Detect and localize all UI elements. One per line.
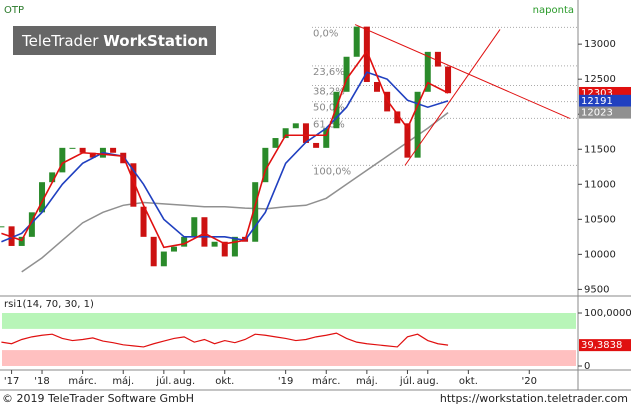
candle: [353, 26, 360, 57]
x-tick-label: okt.: [215, 376, 234, 387]
url: https://workstation.teletrader.com: [440, 392, 628, 405]
candle: [110, 147, 117, 153]
candle: [374, 81, 381, 92]
x-tick-label: júl.: [399, 375, 415, 387]
logo-box: [13, 26, 216, 55]
candle: [414, 91, 421, 158]
x-tick-label: júl.: [155, 375, 171, 387]
candle: [181, 236, 188, 247]
last-value-tag: [579, 94, 631, 107]
candle: [211, 241, 218, 247]
trend-line: [354, 24, 571, 119]
candle: [130, 163, 137, 207]
candle: [434, 51, 441, 67]
candle: [282, 128, 289, 139]
rsi-title: rsi1(14, 70, 30, 1): [4, 299, 94, 310]
candle: [363, 26, 370, 82]
moving-average: [1, 71, 449, 243]
candle: [39, 182, 46, 213]
candle: [323, 128, 330, 148]
candle: [333, 91, 340, 129]
rsi-band: [2, 350, 576, 366]
y-tick-label: 100,0000: [584, 308, 631, 319]
candle: [160, 251, 167, 267]
copyright: © 2019 TeleTrader Software GmbH: [2, 392, 194, 405]
last-value-label: 12191: [581, 96, 613, 107]
fib-label: 23,6%: [313, 67, 345, 78]
y-tick-label: 11000: [584, 179, 616, 190]
last-value-label: 12303: [581, 88, 613, 99]
candle: [170, 246, 177, 252]
y-tick-label: 0: [584, 361, 590, 372]
moving-average: [21, 112, 449, 273]
candle: [292, 123, 299, 129]
candle: [191, 217, 198, 237]
y-tick-label: 12500: [584, 74, 616, 85]
candle: [150, 236, 157, 267]
last-value-tag: [579, 106, 631, 119]
candle: [79, 147, 86, 153]
candle: [394, 111, 401, 124]
candle: [0, 226, 5, 228]
moving-average: [1, 49, 449, 249]
x-tick-label: máj.: [112, 375, 134, 387]
trend-line: [404, 29, 501, 166]
x-tick-label: máj.: [356, 375, 378, 387]
candle: [272, 138, 279, 148]
fib-label: 0,0%: [313, 28, 338, 39]
y-tick-label: 10000: [584, 249, 616, 260]
candle: [424, 51, 431, 92]
candle: [18, 236, 25, 246]
candle: [343, 56, 350, 92]
candle: [221, 241, 228, 257]
candle: [445, 66, 452, 94]
fib-label: 50,0%: [313, 103, 345, 114]
candle: [140, 206, 147, 237]
logo: TeleTrader WorkStation: [21, 32, 208, 50]
candle: [262, 147, 269, 183]
candle: [252, 182, 259, 242]
candle: [89, 152, 96, 158]
candle: [28, 212, 35, 237]
x-tick-label: '18: [34, 376, 49, 387]
candle: [59, 147, 66, 173]
x-tick-label: aug.: [417, 376, 439, 387]
x-tick-label: márc.: [312, 375, 340, 387]
y-tick-label: 11500: [584, 144, 616, 155]
candle: [404, 123, 411, 158]
fib-label: 100,0%: [313, 166, 351, 177]
logo-part: TeleTrader: [21, 32, 99, 50]
x-tick-label: '19: [278, 376, 293, 387]
candle: [49, 172, 56, 183]
y-tick-label: 9500: [584, 284, 609, 295]
rsi-line: [1, 332, 449, 348]
x-tick-label: '17: [4, 376, 19, 387]
last-value-label: 39,3838: [581, 340, 622, 351]
last-value-label: 12023: [581, 108, 613, 119]
symbol: OTP: [4, 5, 24, 16]
last-value-tag: [579, 339, 631, 352]
fib-label: 38,2%: [313, 86, 345, 97]
rsi-band: [2, 313, 576, 329]
y-tick-label: 13000: [584, 39, 616, 50]
candle: [231, 236, 238, 257]
candle: [69, 147, 76, 149]
candle: [201, 217, 208, 247]
frequency: naponta: [533, 5, 574, 16]
candle: [313, 142, 320, 148]
x-tick-label: aug.: [173, 376, 195, 387]
x-tick-label: okt.: [459, 376, 478, 387]
x-tick-label: márc.: [68, 375, 96, 387]
candle: [384, 91, 391, 112]
x-tick-label: '20: [522, 376, 537, 387]
y-tick-label: 10500: [584, 214, 616, 225]
candle: [302, 123, 309, 143]
logo-part: WorkStation: [103, 32, 208, 50]
